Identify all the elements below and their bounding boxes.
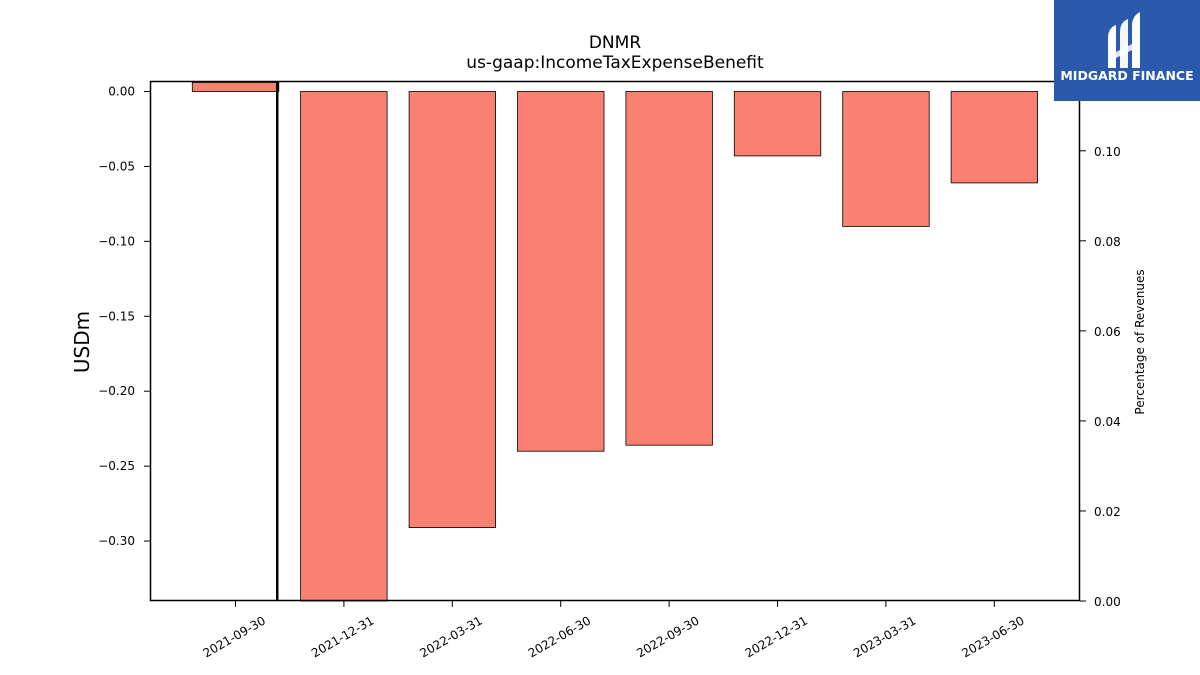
x-tick-label: 2022-12-31 [743, 613, 810, 660]
bar-2022-03-31 [408, 91, 497, 529]
bar-2021-12-31 [300, 91, 388, 602]
bar-2023-03-31 [842, 91, 930, 227]
x-tick-label: 2021-12-31 [309, 613, 376, 660]
chart-subtitle: us-gaap:IncomeTaxExpenseBenefit [466, 53, 764, 73]
x-tick-label: 2023-06-30 [959, 613, 1026, 660]
bars-group [191, 82, 1038, 602]
y-tick-label: −0.25 [98, 459, 135, 473]
midgard-m-icon [1108, 12, 1140, 68]
x-tick-label: 2021-09-30 [201, 613, 268, 660]
bar-2022-06-30 [517, 91, 605, 452]
bar-2023-06-30 [950, 91, 1038, 184]
left-y-axis: 0.00 −0.05 −0.10 −0.15 −0.20 −0.25 −0.30 [98, 84, 150, 548]
y2-tick-label: 0.02 [1094, 505, 1121, 519]
bar-2022-09-30 [625, 91, 713, 446]
y-tick-label: −0.30 [98, 534, 135, 548]
x-axis: 2021-09-30 2021-12-31 2022-03-31 2022-06-30… [201, 601, 1027, 660]
bar-2022-12-31 [733, 91, 822, 157]
brand-logo: MIDGARD FINANCE [1054, 0, 1200, 101]
y-tick-label: −0.05 [98, 159, 135, 173]
y-tick-label: −0.15 [98, 309, 135, 323]
y2-tick-label: 0.00 [1094, 595, 1121, 609]
plot-frame [149, 80, 1081, 602]
logo-wordmark: MIDGARD FINANCE [1060, 68, 1193, 83]
y2-axis-label: Percentage of Revenues [1133, 269, 1147, 414]
right-y-axis: 0.00 0.02 0.04 0.06 0.08 0.10 [1080, 145, 1121, 609]
x-tick-label: 2022-06-30 [526, 613, 593, 660]
y2-tick-label: 0.08 [1094, 235, 1121, 249]
x-tick-label: 2022-09-30 [634, 613, 701, 660]
y2-tick-label: 0.10 [1094, 145, 1121, 159]
x-tick-label: 2023-03-31 [851, 613, 918, 660]
chart-title: DNMR [589, 33, 641, 53]
y-tick-label: −0.10 [98, 234, 135, 248]
y-tick-label: −0.20 [98, 384, 135, 398]
y-tick-label: 0.00 [108, 84, 135, 98]
x-tick-label: 2022-03-31 [417, 613, 484, 660]
y2-tick-label: 0.04 [1094, 415, 1121, 429]
y-axis-label: USDm [70, 311, 94, 373]
y2-tick-label: 0.06 [1094, 325, 1121, 339]
bar-2021-09-30 [191, 82, 280, 92]
